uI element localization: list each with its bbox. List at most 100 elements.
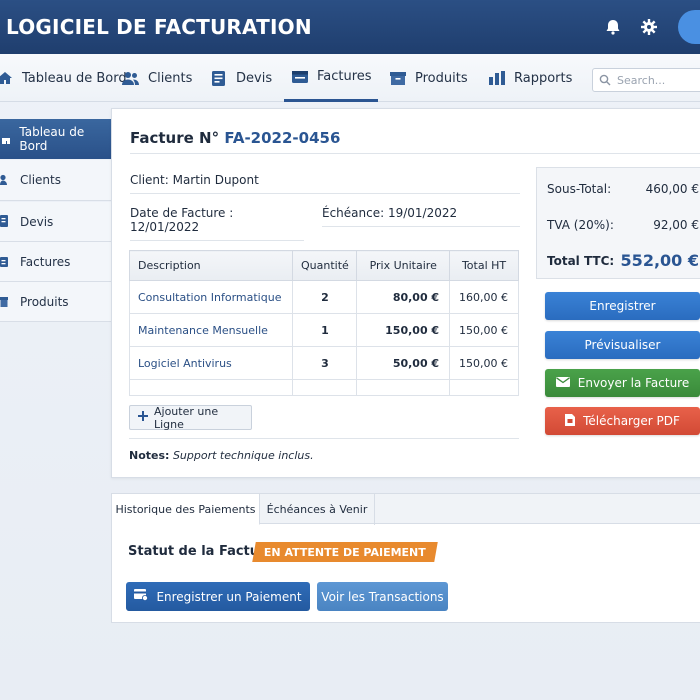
box-icon	[389, 69, 407, 87]
empty-cell	[449, 379, 519, 396]
add-line-button[interactable]: Ajouter une Ligne	[129, 405, 252, 431]
column-header: Prix Unitaire	[356, 250, 451, 281]
send-invoice-label: Envoyer la Facture	[577, 376, 690, 390]
table-row[interactable]: Maintenance Mensuelle 1 150,00 € 150,00 …	[128, 313, 519, 347]
table-row[interactable]: Consultation Informatique 2 80,00 € 160,…	[128, 280, 519, 314]
table-row-empty	[128, 379, 519, 396]
app-title: LOGICIEL DE FACTURATION	[6, 15, 312, 39]
preview-button-label: Prévisualiser	[584, 338, 661, 352]
sidebar-item-label: Clients	[20, 173, 61, 187]
user-icon	[0, 173, 12, 187]
download-pdf-label: Télécharger PDF	[583, 414, 680, 428]
sidebar-item-label: Tableau de Bord	[19, 125, 85, 153]
nav-item-rapports[interactable]: Rapports	[488, 54, 572, 102]
bell-icon[interactable]	[602, 16, 624, 38]
pdf-icon	[565, 413, 576, 429]
cell-unit-price: 50,00 €	[356, 346, 451, 380]
due-date-field: Échéance: 19/01/2022	[322, 206, 520, 227]
invoice-icon	[291, 68, 309, 86]
sidebar-item-produits[interactable]: Produits	[0, 282, 111, 322]
plus-icon	[138, 411, 148, 424]
tab-upcoming-due-dates[interactable]: Échéances à Venir	[260, 494, 375, 525]
invoice-card: Facture N° FA-2022-0456 Client: Martin D…	[111, 108, 700, 478]
notes: Notes: Support technique inclus.	[129, 449, 314, 462]
notes-text: Support technique inclus.	[172, 449, 314, 462]
preview-button[interactable]: Prévisualiser	[545, 331, 700, 359]
payments-card: Historique des Paiements Échéances à Ven…	[111, 493, 700, 623]
cell-total: 160,00 €	[449, 280, 519, 314]
download-pdf-button[interactable]: Télécharger PDF	[545, 407, 700, 435]
empty-cell	[292, 379, 358, 396]
sidebar-item-label: Produits	[20, 294, 69, 309]
table-header-row: Description Quantité Prix Unitaire Total…	[128, 250, 519, 281]
cell-description: Maintenance Mensuelle	[128, 313, 294, 347]
users-icon	[122, 69, 140, 87]
send-invoice-button[interactable]: Envoyer la Facture	[545, 369, 700, 397]
cell-total: 150,00 €	[449, 313, 519, 347]
tab-label: Échéances à Venir	[266, 503, 368, 516]
nav-item-tableau-de-bord[interactable]: Tableau de Bord	[0, 54, 127, 102]
cell-quantity: 3	[292, 346, 358, 380]
table-row[interactable]: Logiciel Antivirus 3 50,00 € 150,00 €	[128, 346, 519, 380]
view-transactions-label: Voir les Transactions	[321, 589, 444, 604]
gear-icon[interactable]	[638, 16, 660, 38]
document-icon	[0, 215, 12, 229]
column-header: Quantité	[292, 250, 358, 281]
app-header: LOGICIEL DE FACTURATION	[0, 0, 700, 54]
save-button[interactable]: Enregistrer	[545, 292, 700, 320]
total-row: Total TTC: 552,00 €	[547, 251, 699, 270]
cell-total: 150,00 €	[449, 346, 519, 380]
tax-value: 92,00 €	[653, 218, 699, 232]
client-field: Client: Martin Dupont	[130, 173, 520, 194]
column-header: Description	[128, 250, 294, 281]
sidebar-item-clients[interactable]: Clients	[0, 160, 111, 201]
sidebar-item-label: Devis	[20, 214, 54, 229]
empty-cell	[128, 379, 294, 396]
total-label: Total TTC:	[547, 254, 615, 268]
invoice-status-label: Statut de la Facture:	[128, 544, 280, 559]
divider	[130, 153, 700, 154]
view-transactions-button[interactable]: Voir les Transactions	[317, 582, 448, 611]
invoice-number: FA-2022-0456	[224, 129, 341, 147]
tab-payment-history[interactable]: Historique des Paiements	[112, 494, 260, 525]
document-icon	[210, 69, 228, 87]
line-items-table: Description Quantité Prix Unitaire Total…	[128, 250, 519, 396]
search-icon	[599, 71, 611, 90]
box-icon	[0, 295, 12, 309]
subtotal-row: Sous-Total: 460,00 €	[547, 182, 699, 196]
sidebar-item-label: Factures	[20, 254, 71, 269]
header-icons	[602, 0, 700, 54]
total-value: 552,00 €	[620, 251, 699, 270]
tax-label: TVA (20%):	[547, 218, 614, 232]
invoice-date-field: Date de Facture : 12/01/2022	[130, 206, 304, 241]
nav-item-label: Rapports	[514, 70, 573, 86]
nav-item-label: Factures	[317, 69, 372, 84]
sidebar-item-devis[interactable]: Devis	[0, 202, 111, 242]
search-box	[592, 68, 700, 92]
nav-item-produits[interactable]: Produits	[389, 54, 468, 102]
avatar[interactable]	[678, 10, 700, 44]
cell-unit-price: 80,00 €	[356, 280, 451, 314]
search-input[interactable]	[617, 73, 700, 87]
column-header: Total HT	[449, 250, 519, 281]
invoice-title-prefix: Facture N°	[130, 129, 220, 147]
cell-description: Logiciel Antivirus	[128, 346, 294, 380]
nav-item-devis[interactable]: Devis	[210, 54, 272, 102]
cell-quantity: 2	[292, 280, 358, 314]
sidebar-item-factures[interactable]: Factures	[0, 242, 111, 282]
nav-item-factures[interactable]: Factures	[284, 54, 378, 102]
status-badge: EN ATTENTE DE PAIEMENT	[252, 542, 438, 562]
totals-panel: Sous-Total: 460,00 € TVA (20%): 92,00 € …	[536, 167, 700, 279]
sidebar-item-tableau-de-bord[interactable]: Tableau de Bord	[0, 119, 111, 159]
tab-label: Historique des Paiements	[115, 502, 256, 516]
divider	[129, 438, 519, 439]
main-nav: Tableau de Bord Clients Devis Factures P…	[0, 54, 700, 102]
save-button-label: Enregistrer	[589, 299, 656, 313]
record-payment-button[interactable]: Enregistrer un Paiement	[126, 582, 310, 611]
cell-unit-price: 150,00 €	[356, 313, 451, 347]
cell-quantity: 1	[292, 313, 358, 347]
tax-row: TVA (20%): 92,00 €	[547, 218, 699, 232]
record-payment-label: Enregistrer un Paiement	[156, 589, 302, 604]
nav-item-clients[interactable]: Clients	[122, 54, 192, 102]
credit-card-icon	[134, 589, 149, 604]
